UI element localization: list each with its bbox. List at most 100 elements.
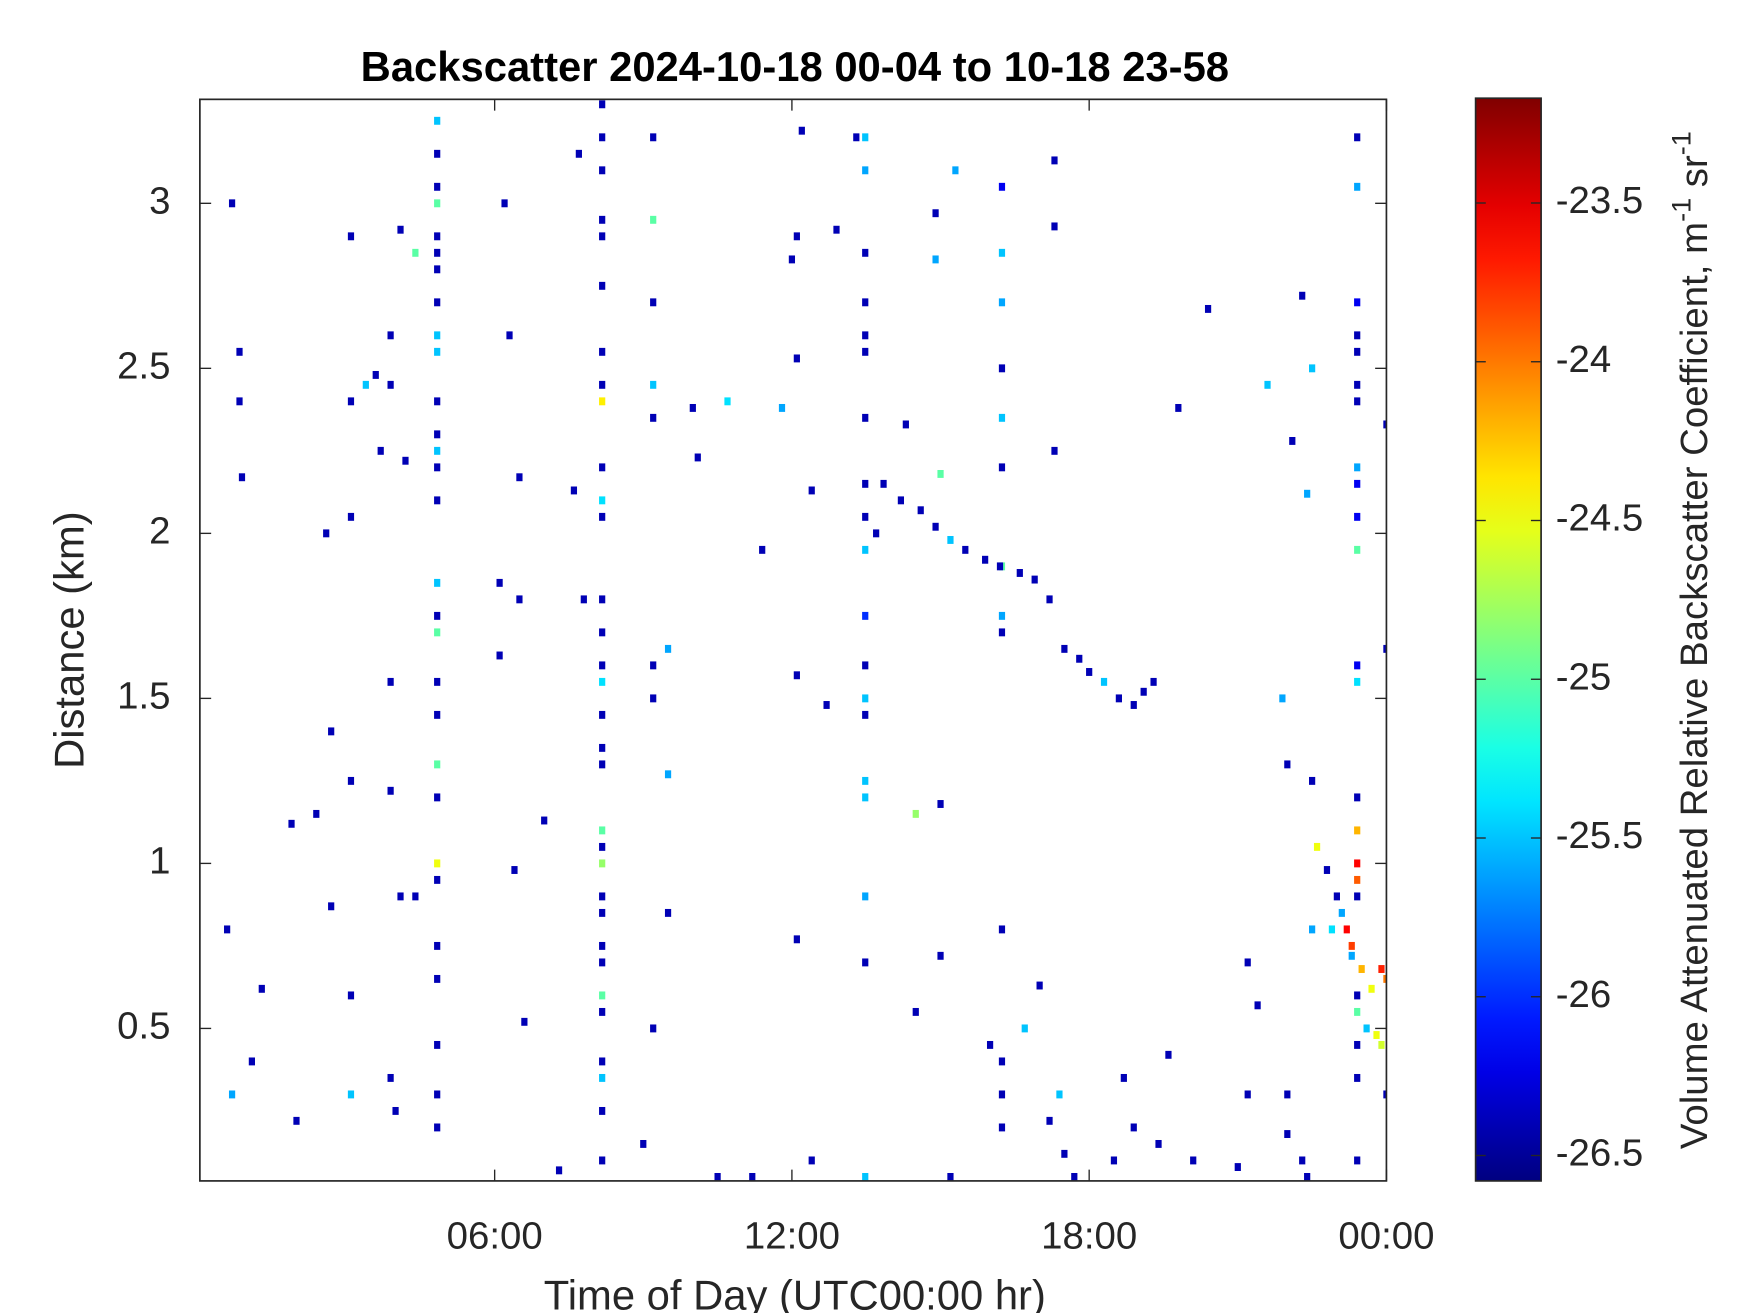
cell	[937, 951, 944, 960]
cell	[293, 1116, 300, 1125]
cell	[694, 453, 701, 462]
cell	[434, 1123, 441, 1132]
cell	[599, 760, 606, 769]
cell	[1031, 575, 1038, 584]
y-tick-label: 2	[149, 510, 170, 553]
cell	[862, 248, 869, 257]
cell	[1140, 687, 1147, 696]
cell	[387, 1073, 394, 1082]
cell	[347, 232, 355, 241]
cells	[224, 100, 1387, 1181]
cell	[862, 958, 869, 967]
cell	[434, 199, 441, 208]
cell	[1309, 925, 1316, 934]
cell	[1284, 760, 1291, 769]
cell	[998, 1123, 1006, 1132]
cell	[1110, 1156, 1118, 1165]
cell	[1155, 1139, 1162, 1148]
cell	[434, 859, 441, 868]
cell	[798, 126, 805, 135]
cell	[238, 473, 246, 482]
cell	[599, 1007, 606, 1016]
cell	[1313, 842, 1321, 851]
cell	[862, 331, 869, 340]
cell	[912, 809, 919, 818]
cell	[1348, 941, 1355, 950]
cell	[434, 298, 441, 307]
cell	[599, 826, 606, 835]
cell	[434, 430, 441, 439]
cell	[952, 166, 959, 175]
cell	[932, 209, 939, 218]
cell	[362, 380, 369, 389]
x-axis-label: Time of Day (UTC00:00 hr)	[544, 1271, 1046, 1313]
cell	[853, 133, 860, 142]
cell	[1051, 446, 1058, 455]
cell	[1036, 981, 1043, 990]
x-tick-label: 06:00	[447, 1215, 543, 1258]
cell	[434, 463, 441, 472]
cell	[664, 644, 672, 653]
cell	[808, 486, 815, 495]
cell	[1051, 156, 1058, 165]
cell	[496, 651, 503, 660]
cell	[599, 958, 606, 967]
cell	[599, 892, 606, 901]
cell	[982, 555, 989, 564]
cell	[228, 1090, 236, 1099]
cell	[248, 1057, 255, 1066]
cell	[1354, 793, 1361, 802]
cell	[650, 661, 657, 670]
cell	[962, 545, 969, 554]
cell	[434, 677, 441, 686]
cell	[599, 166, 606, 175]
cell	[862, 710, 869, 719]
cell	[788, 255, 796, 264]
cell	[434, 496, 441, 505]
cell	[1115, 694, 1122, 703]
cell	[1378, 1040, 1385, 1049]
cell	[1165, 1050, 1172, 1059]
cell	[599, 463, 606, 472]
cell	[862, 776, 869, 785]
cell	[516, 595, 523, 604]
cell	[516, 473, 523, 482]
cell	[862, 1172, 869, 1181]
y-tick-label: 1	[149, 840, 170, 883]
cell	[1354, 1073, 1361, 1082]
cell	[862, 661, 869, 670]
cell	[599, 1106, 606, 1115]
cell	[328, 902, 335, 911]
cell	[434, 149, 441, 158]
cell	[511, 866, 518, 874]
cell	[1363, 1024, 1370, 1033]
cell	[387, 331, 394, 340]
cell	[599, 628, 606, 637]
cell	[506, 331, 513, 340]
cell	[1354, 380, 1361, 389]
cell	[599, 347, 606, 356]
cell	[1348, 951, 1355, 960]
cell	[1354, 859, 1361, 868]
cell	[932, 255, 939, 264]
cell	[599, 842, 606, 851]
cell	[1299, 291, 1306, 300]
cell	[664, 908, 672, 917]
cell	[650, 133, 657, 142]
cell	[347, 1090, 355, 1099]
cell	[323, 529, 330, 538]
y-tick-label: 3	[149, 179, 170, 222]
cell	[998, 1057, 1006, 1066]
cell	[1130, 1123, 1137, 1132]
cell	[998, 298, 1006, 307]
cell	[434, 331, 441, 340]
cell	[1021, 1024, 1028, 1033]
colorbar	[1474, 97, 1542, 1182]
cell	[599, 512, 606, 521]
cell	[1333, 892, 1340, 901]
cell	[1289, 436, 1296, 445]
cell	[434, 941, 441, 950]
cell	[1284, 1090, 1291, 1099]
cell	[412, 248, 419, 257]
